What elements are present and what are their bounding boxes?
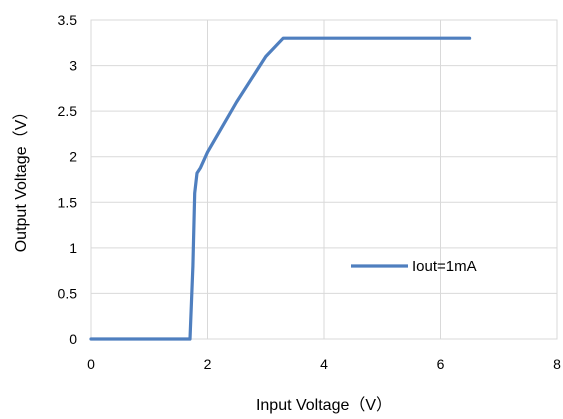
x-tick-label: 4 — [320, 356, 328, 372]
legend: Iout=1mA — [351, 258, 477, 275]
y-tick-label: 1 — [69, 240, 77, 256]
y-tick-label: 1.5 — [58, 194, 78, 210]
x-axis-ticks: 0 2 4 6 8 — [87, 356, 561, 372]
series-layer — [89, 36, 472, 341]
grid — [90, 19, 558, 340]
plot-border — [90, 19, 558, 340]
x-axis-title: Input Voltage（V） — [256, 396, 392, 414]
series-line-0 — [89, 36, 472, 341]
y-tick-label: 3 — [69, 58, 77, 74]
y-tick-label: 2.5 — [58, 103, 78, 119]
x-tick-label: 0 — [87, 356, 95, 372]
x-tick-label: 6 — [437, 356, 445, 372]
y-tick-label: 0.5 — [58, 285, 78, 301]
y-tick-label: 0 — [69, 331, 77, 347]
legend-label: Iout=1mA — [412, 258, 477, 275]
y-tick-label: 3.5 — [58, 12, 78, 28]
plot-area — [90, 19, 558, 340]
y-tick-label: 2 — [69, 149, 77, 165]
x-tick-label: 2 — [204, 356, 212, 372]
y-axis-title: Output Voltage（V） — [12, 104, 30, 253]
y-axis-ticks: 0 0.5 1 1.5 2 2.5 3 3.5 — [58, 12, 78, 347]
x-tick-label: 8 — [553, 356, 561, 372]
